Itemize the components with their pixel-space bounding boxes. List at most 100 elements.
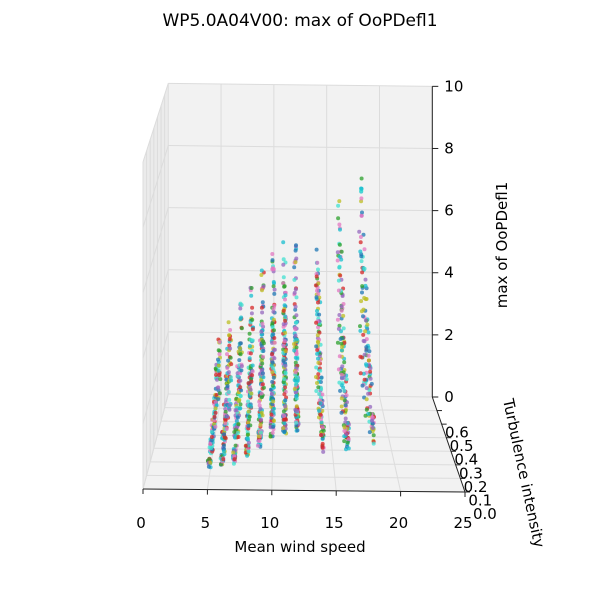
data-point (337, 199, 342, 204)
data-point (339, 341, 344, 346)
data-point (213, 400, 218, 405)
data-point (271, 399, 276, 404)
data-point (320, 392, 325, 397)
grid-line (168, 144, 433, 149)
data-point (261, 341, 266, 346)
data-point (269, 391, 274, 396)
data-point (336, 367, 341, 372)
data-point (359, 186, 364, 191)
data-point (260, 361, 265, 366)
grid-line (153, 447, 451, 452)
data-point (271, 306, 276, 311)
data-point (271, 375, 276, 380)
data-point (239, 388, 244, 393)
data-point (368, 404, 373, 409)
data-point (247, 356, 252, 361)
data-point (338, 227, 342, 232)
data-point (364, 407, 369, 412)
data-point (270, 258, 275, 263)
grid-line (168, 393, 433, 398)
data-point (359, 196, 364, 201)
data-point (359, 299, 364, 304)
axis-panes (143, 83, 465, 492)
data-point (320, 445, 325, 450)
data-point (259, 329, 264, 334)
data-point (270, 430, 275, 435)
data-point (283, 349, 288, 354)
data-point (337, 222, 342, 227)
data-point (260, 288, 264, 293)
grid-line (142, 269, 169, 359)
data-point (345, 440, 350, 445)
data-point (227, 333, 231, 338)
data-point (214, 372, 218, 377)
z-tick-label: 8 (444, 139, 454, 157)
data-point (346, 446, 351, 451)
grid-line (326, 395, 337, 491)
data-point (293, 326, 297, 331)
side-pane (143, 83, 169, 489)
back-pane (168, 83, 433, 397)
data-point (339, 308, 344, 313)
data-point (361, 232, 366, 237)
data-point (248, 337, 253, 342)
data-point (281, 417, 286, 422)
data-point (318, 412, 323, 417)
data-point (358, 249, 363, 254)
data-point (283, 330, 288, 335)
data-point (315, 288, 319, 293)
data-point (259, 273, 264, 277)
data-point (338, 388, 343, 393)
data-point (229, 378, 234, 383)
data-point (271, 267, 276, 272)
data-point (260, 371, 265, 376)
data-point (281, 322, 286, 327)
data-point (272, 328, 276, 333)
data-point (316, 292, 321, 296)
data-point (295, 375, 299, 380)
data-point (209, 446, 213, 450)
data-point (293, 382, 298, 387)
data-point (360, 290, 364, 295)
data-point (217, 391, 222, 396)
data-point (228, 328, 233, 332)
data-point (293, 355, 298, 360)
grid-line (142, 145, 169, 228)
data-point (258, 422, 263, 427)
data-point (226, 390, 231, 394)
data-point (340, 294, 345, 298)
data-point (315, 351, 320, 356)
data-point (368, 376, 373, 381)
data-point (339, 396, 344, 401)
data-point (293, 333, 298, 338)
data-point (358, 354, 363, 359)
data-point (335, 250, 340, 255)
data-point (369, 418, 374, 423)
y-tick-label: 0.6 (445, 424, 469, 442)
data-point (246, 423, 251, 428)
data-point (335, 317, 340, 322)
data-point (336, 288, 341, 293)
data-point (344, 393, 349, 398)
data-point (357, 229, 362, 234)
data-point (247, 331, 252, 336)
data-point (283, 318, 288, 323)
data-point (316, 360, 321, 365)
x-axis-label: Mean wind speed (234, 538, 365, 556)
y-tick-label: 0.4 (454, 451, 478, 469)
grid-line (168, 207, 433, 212)
data-point (239, 326, 244, 331)
data-point (342, 360, 347, 365)
data-point (362, 296, 367, 300)
data-point (225, 366, 230, 370)
data-point (293, 370, 298, 375)
data-point (259, 268, 264, 273)
data-point (238, 346, 243, 351)
data-point (315, 381, 319, 385)
data-point (270, 352, 275, 356)
grid-line (164, 407, 437, 412)
data-point (283, 297, 287, 302)
data-point (223, 418, 228, 423)
